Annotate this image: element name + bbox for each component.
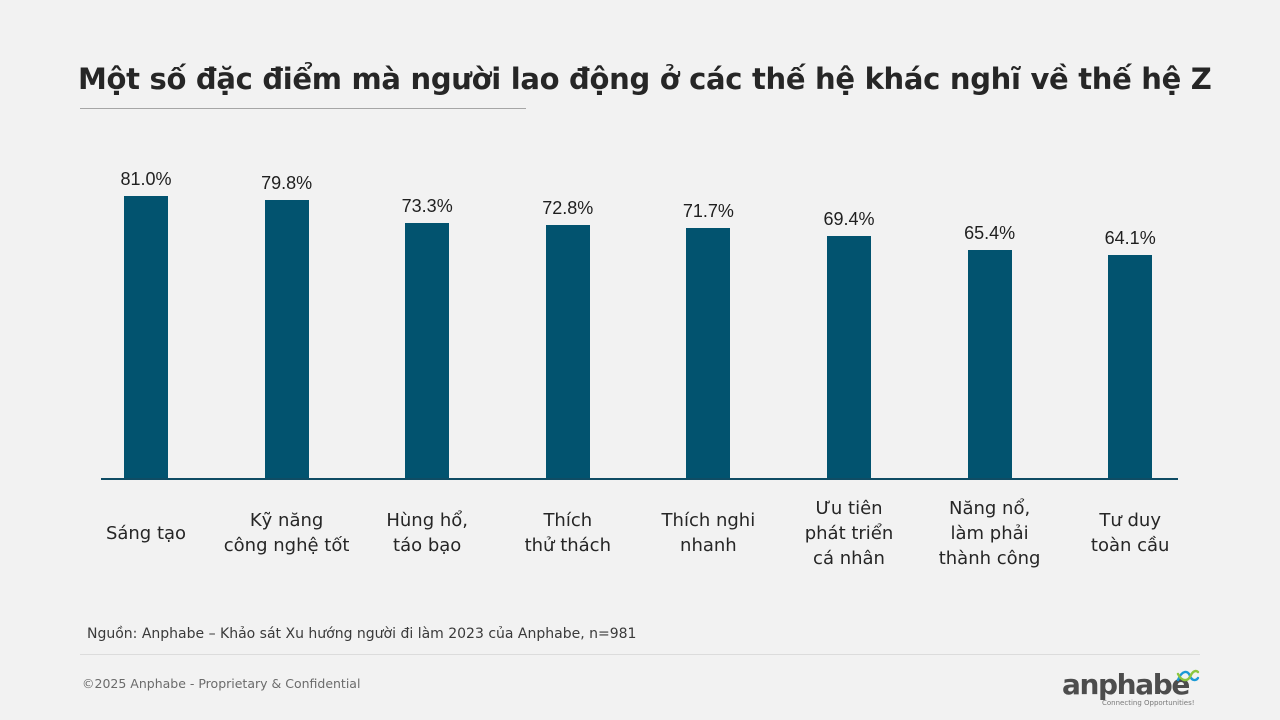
- title-underline: [80, 108, 526, 109]
- chart-title: Một số đặc điểm mà người lao động ở các …: [78, 62, 1212, 96]
- source-note: Nguồn: Anphabe – Khảo sát Xu hướng người…: [87, 626, 637, 642]
- anphabe-logo: anphabe Connecting Opportunities!: [1062, 668, 1202, 712]
- footer-divider: [80, 654, 1200, 655]
- bar: [1108, 254, 1153, 478]
- bar: [264, 200, 309, 478]
- bar-value-label: 64.1%: [1104, 227, 1156, 248]
- category-label: Hùng hổ, táo bạo: [386, 510, 469, 556]
- alpha-logo-icon: [1176, 669, 1200, 682]
- bar: [545, 224, 590, 478]
- bar-value-label: 72.8%: [542, 197, 594, 218]
- bar: [405, 222, 450, 478]
- x-axis-baseline: [101, 478, 1178, 480]
- bar-value-label: 79.8%: [261, 173, 313, 194]
- category-label: Kỹ năng công nghệ tốt: [223, 510, 350, 556]
- bar-value-label: 65.4%: [964, 223, 1016, 244]
- bar: [967, 250, 1012, 478]
- bar: [827, 236, 871, 478]
- bar-value-label: 69.4%: [823, 209, 875, 230]
- copyright-text: ©2025 Anphabe - Proprietary & Confidenti…: [82, 676, 361, 691]
- bar-chart: 81.0% Sáng tạo 79.8% Kỹ năng công nghệ tốt 7…: [101, 169, 1178, 569]
- bar-value-label: 81.0%: [120, 169, 172, 190]
- bar-value-label: 71.7%: [682, 201, 734, 222]
- category-label: Thích thử thách: [524, 510, 611, 556]
- category-label: Sáng tạo: [105, 522, 187, 544]
- bar: [124, 196, 168, 478]
- category-label: Năng nổ, làm phải thành công: [938, 497, 1041, 569]
- category-label: Thích nghi nhanh: [661, 510, 756, 556]
- bar: [686, 228, 731, 478]
- bar-value-label: 73.3%: [401, 195, 453, 216]
- category-label: Tư duy toàn cầu: [1090, 510, 1170, 556]
- logo-wordmark: anphabe: [1062, 668, 1190, 701]
- logo-tagline: Connecting Opportunities!: [1102, 699, 1195, 707]
- category-label: Ưu tiên phát triển cá nhân: [804, 497, 894, 569]
